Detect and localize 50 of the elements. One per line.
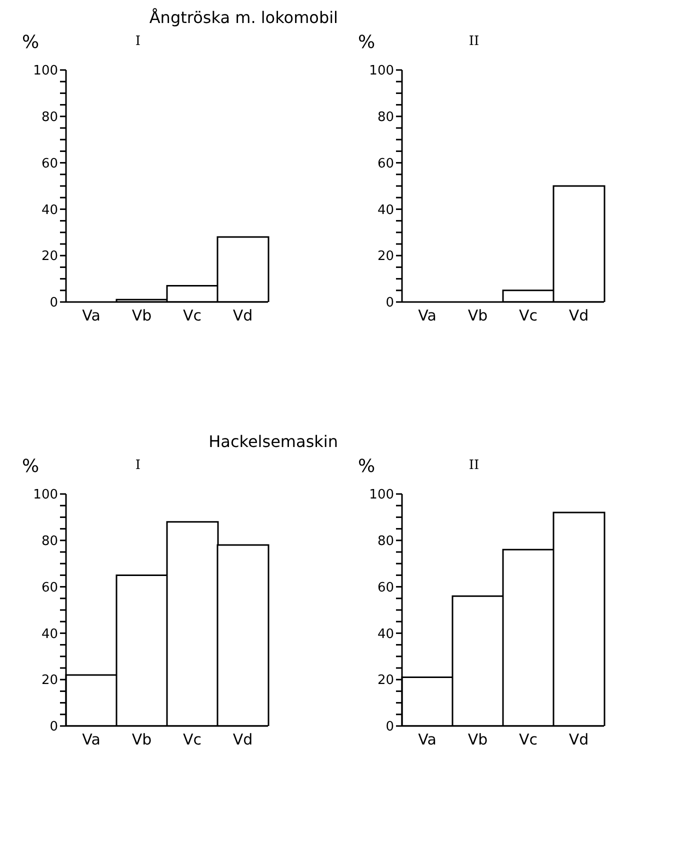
x-tick-label: Va (82, 730, 100, 749)
y-tick-label: 60 (377, 156, 394, 172)
x-tick-label: Vd (568, 306, 589, 325)
x-tick-label: Va (418, 306, 436, 325)
y-tick-label: 100 (369, 488, 394, 503)
x-tick-label: Vc (182, 730, 202, 749)
y-tick-label: 40 (41, 202, 58, 218)
y-tick-label: 0 (50, 296, 58, 311)
y-tick-label: 100 (369, 64, 394, 79)
x-tick-label: Va (82, 306, 100, 325)
y-axis-title: % (358, 456, 376, 477)
x-tick-label: Va (418, 730, 436, 749)
x-tick-label: Vc (518, 306, 538, 325)
y-tick-label: 20 (41, 673, 58, 688)
y-tick-label: 80 (41, 534, 58, 550)
y-tick-label: 20 (41, 249, 58, 264)
y-tick-label: 100 (33, 64, 58, 79)
y-tick-label: 60 (41, 580, 58, 596)
y-tick-label: 80 (377, 110, 394, 126)
y-tick-label: 0 (386, 720, 394, 735)
x-tick-label: Vc (182, 306, 202, 325)
y-axis-title: % (22, 32, 40, 53)
x-tick-label: Vd (568, 730, 589, 749)
x-tick-label: Vb (468, 306, 488, 325)
x-tick-label: Vd (232, 306, 253, 325)
x-tick-label: Vb (468, 730, 488, 749)
y-tick-label: 100 (33, 488, 58, 503)
y-tick-label: 40 (41, 626, 58, 642)
chart-subtitle: I (134, 458, 142, 473)
x-tick-label: Vb (132, 730, 152, 749)
x-tick-label: Vc (518, 730, 538, 749)
chart-subtitle: II (468, 458, 480, 473)
y-tick-label: 20 (377, 249, 394, 264)
y-tick-label: 80 (377, 534, 394, 550)
chart-subtitle: II (468, 34, 480, 49)
y-tick-label: 40 (377, 626, 394, 642)
y-tick-label: 80 (41, 110, 58, 126)
y-axis-title: % (22, 456, 40, 477)
chart-title: Hackelsemaskin (208, 432, 338, 451)
y-tick-label: 60 (377, 580, 394, 596)
chart-title: Ångtröska m. lokomobil (149, 8, 338, 27)
y-tick-label: 60 (41, 156, 58, 172)
y-tick-label: 0 (50, 720, 58, 735)
chart-subtitle: I (134, 34, 142, 49)
y-axis-title: % (358, 32, 376, 53)
y-tick-label: 0 (386, 296, 394, 311)
y-tick-label: 20 (377, 673, 394, 688)
x-tick-label: Vd (232, 730, 253, 749)
x-tick-label: Vb (132, 306, 152, 325)
y-tick-label: 40 (377, 202, 394, 218)
